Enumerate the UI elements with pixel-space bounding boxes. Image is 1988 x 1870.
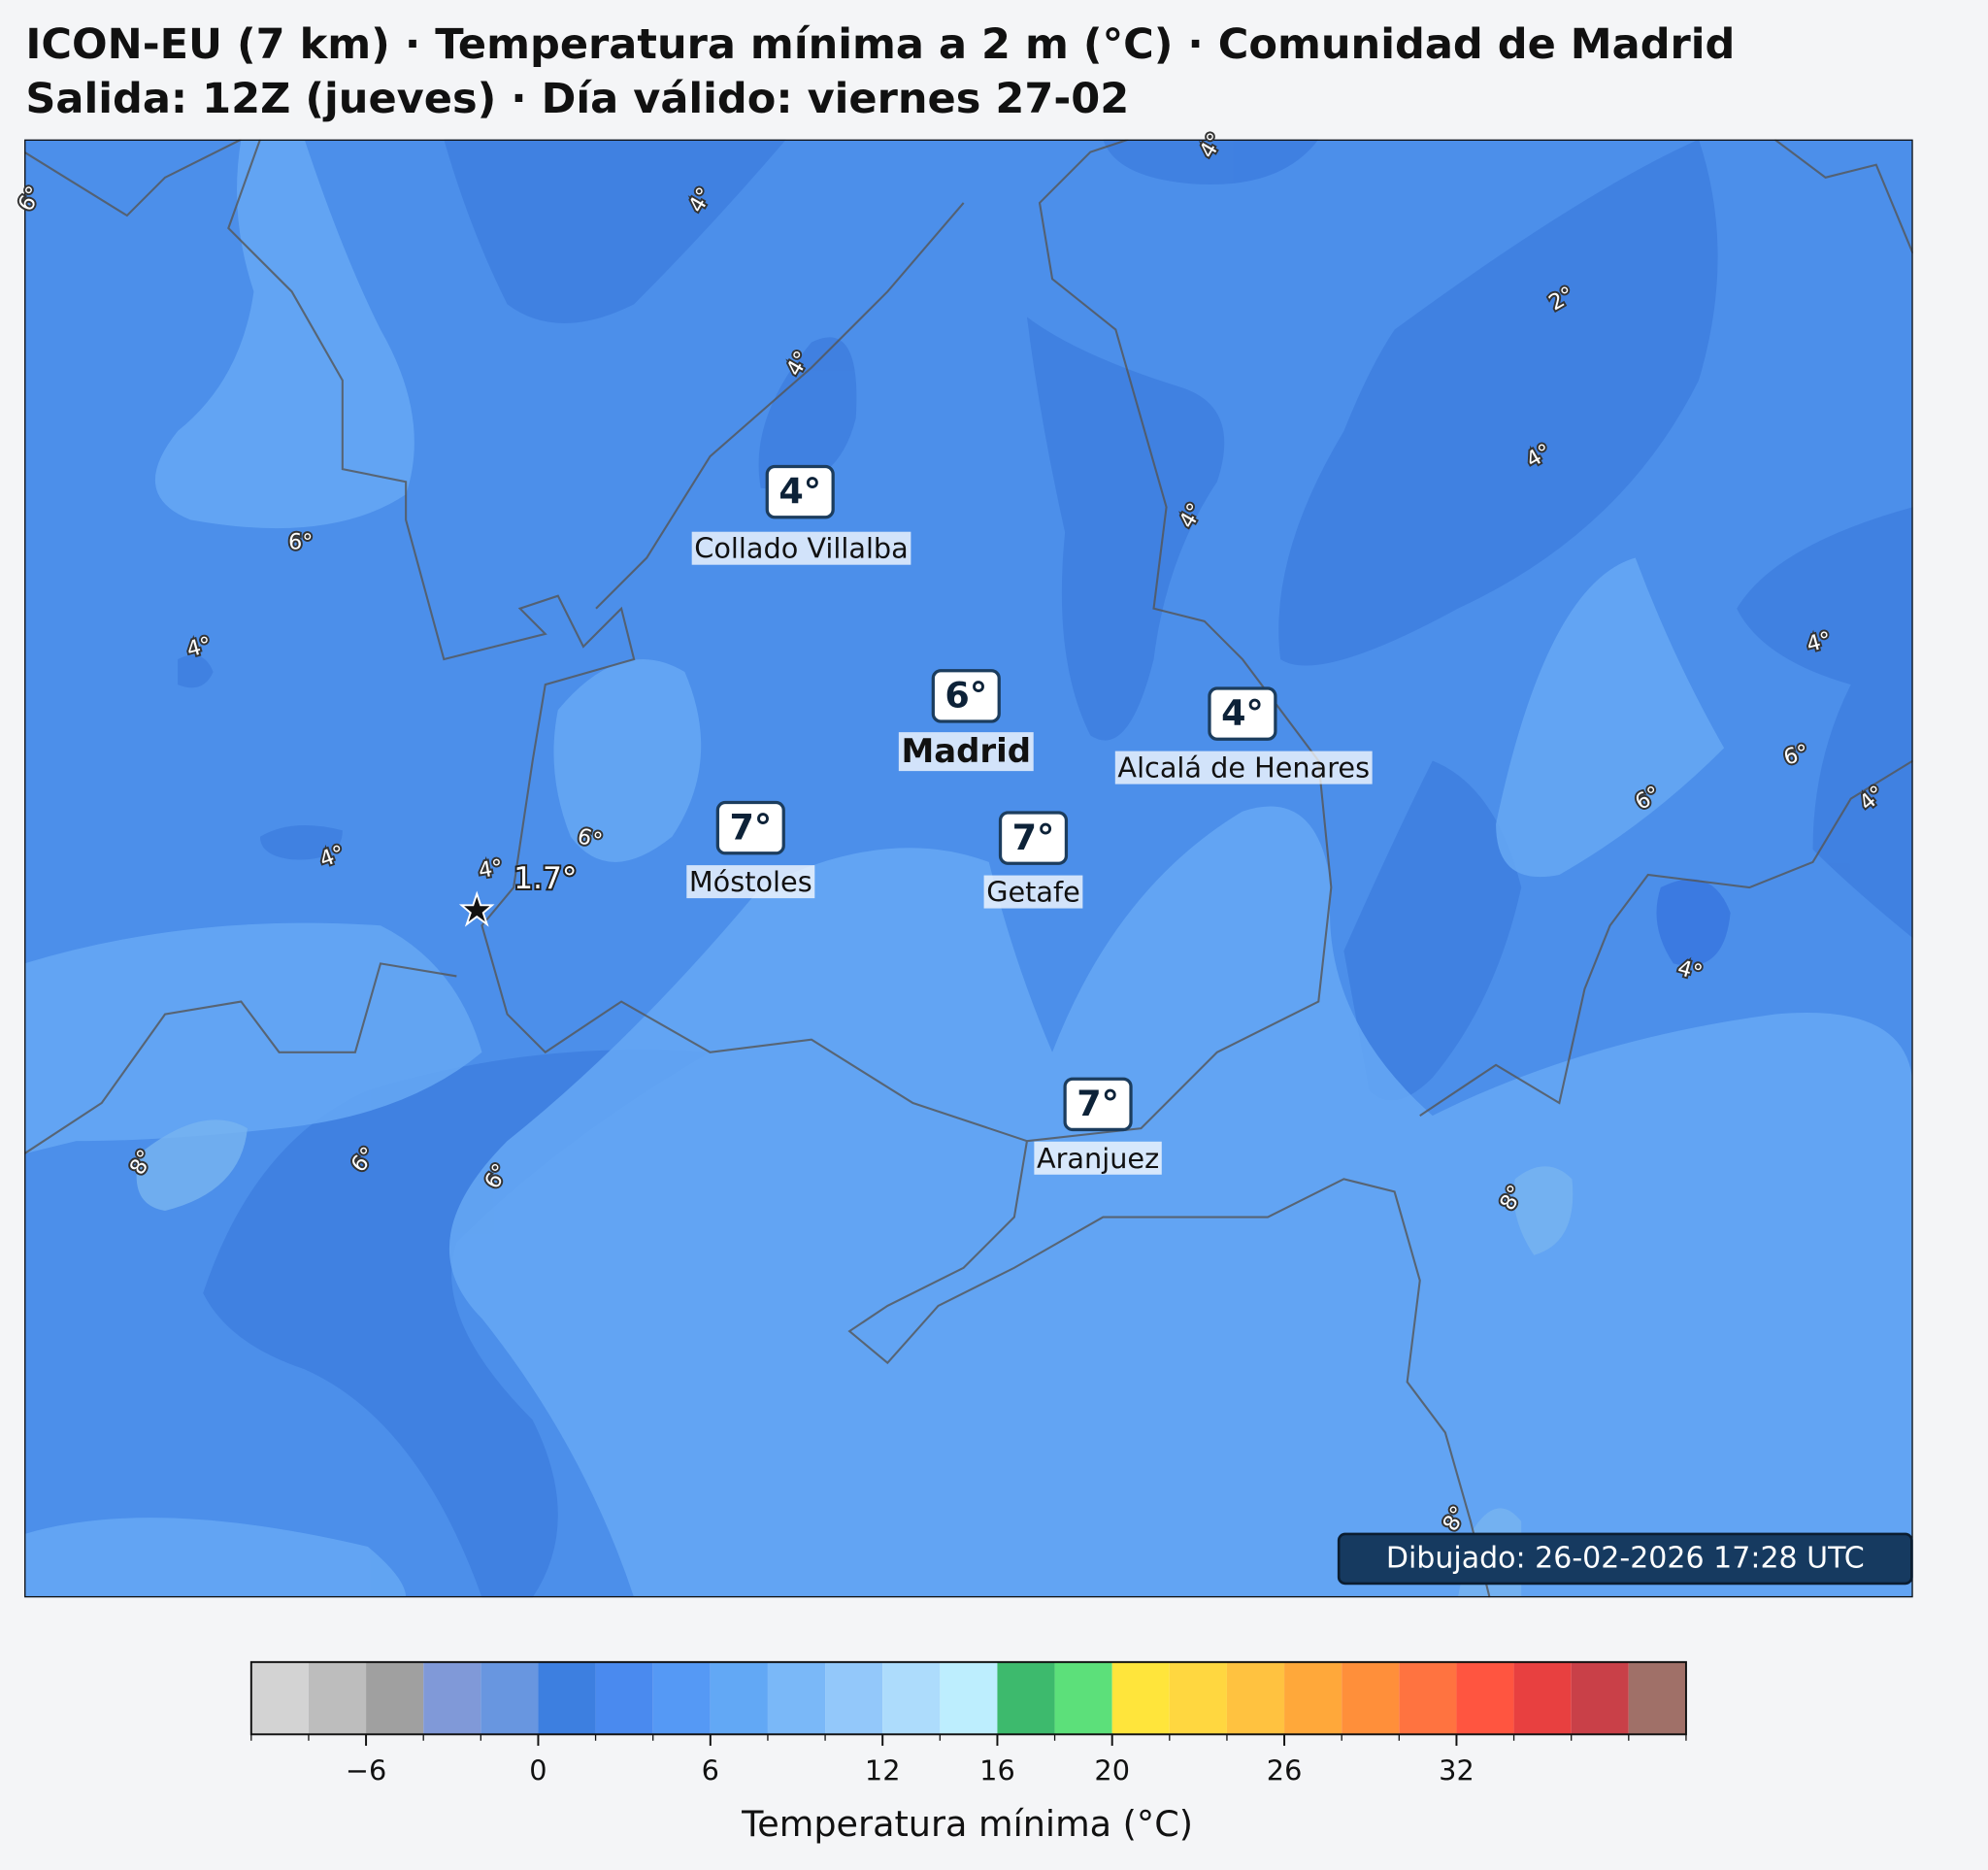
footer: Dibujado: 26-02-2026 17:28 UTC	[1386, 1542, 1865, 1576]
value-box	[998, 811, 1069, 865]
value-box	[931, 669, 1001, 723]
city-name: Madrid	[901, 732, 1031, 771]
colorbar-bin	[1571, 1661, 1629, 1735]
city-value: 7°	[1077, 1083, 1119, 1124]
colorbar-bin	[423, 1661, 481, 1735]
colorbar-bin	[308, 1661, 367, 1735]
colorbar-bin	[940, 1661, 998, 1735]
city-value: 4°	[779, 470, 821, 512]
city-name-bg	[1114, 751, 1373, 785]
colorbar-bin	[1226, 1661, 1285, 1735]
colorbar-tick-label: 20	[1094, 1753, 1130, 1787]
contour-label: 6°	[288, 529, 313, 554]
colorbar-bin	[1111, 1661, 1170, 1735]
city-name: Aranjuez	[1037, 1142, 1159, 1175]
map	[24, 139, 1913, 1598]
colorbar-bin	[1342, 1661, 1400, 1735]
colorbar-tick-label: −6	[346, 1753, 386, 1787]
city-name-bg	[691, 531, 911, 565]
city-value: 4°	[1221, 692, 1264, 734]
colorbar-bin	[1284, 1661, 1342, 1735]
minimum-label: 1.7°	[514, 861, 578, 896]
colorbar-bin	[1169, 1661, 1227, 1735]
title: ICON-EU (7 km) · Temperatura mínima a 2 …	[25, 20, 1735, 69]
colorbar-bin	[250, 1661, 309, 1735]
colorbar-bin	[1456, 1661, 1514, 1735]
colorbar-tick-label: 26	[1267, 1753, 1303, 1787]
colorbar-tick-label: 6	[702, 1753, 719, 1787]
colorbar-tick-label: 16	[979, 1753, 1015, 1787]
subtitle: Salida: 12Z (jueves) · Día válido: viern…	[25, 75, 1129, 123]
colorbar-bin	[825, 1661, 883, 1735]
minimum-marker	[458, 890, 495, 927]
contour-label: 4°	[477, 854, 505, 884]
value-box	[765, 464, 835, 519]
value-box	[715, 800, 785, 855]
colorbar-bin	[1054, 1661, 1112, 1735]
city-name-bg	[686, 865, 815, 899]
footer-box	[1337, 1532, 1913, 1586]
colorbar-frame	[249, 1660, 1687, 1736]
colorbar-bin	[1513, 1661, 1572, 1735]
colorbar-tick-label: 0	[529, 1753, 547, 1787]
colorbar-bin	[882, 1661, 941, 1735]
city-value: 7°	[729, 806, 772, 848]
city-name-bg	[1034, 1141, 1162, 1175]
city-name: Collado Villalba	[694, 532, 908, 565]
colorbar-tick-label: 32	[1439, 1753, 1474, 1787]
city-value: 6°	[944, 675, 987, 717]
colorbar-bin	[366, 1661, 424, 1735]
colorbar-tick-label: 12	[865, 1753, 901, 1787]
value-box	[1063, 1077, 1133, 1132]
colorbar-bin	[1628, 1661, 1686, 1735]
colorbar-bin	[538, 1661, 596, 1735]
city-value: 7°	[1012, 817, 1055, 858]
colorbar-bin	[480, 1661, 539, 1735]
colorbar-bin	[710, 1661, 768, 1735]
colorbar-bin	[1399, 1661, 1457, 1735]
value-box	[1208, 686, 1277, 741]
colorbar-label: Temperatura mínima (°C)	[741, 1803, 1193, 1845]
city-name: Móstoles	[689, 865, 812, 898]
city-name-bg	[983, 875, 1083, 909]
colorbar-bin	[997, 1661, 1055, 1735]
city-name: Alcalá de Henares	[1117, 751, 1370, 785]
colorbar-bin	[652, 1661, 711, 1735]
colorbar-bin	[595, 1661, 653, 1735]
city-name: Getafe	[986, 876, 1080, 909]
city-name-bg	[898, 732, 1034, 772]
colorbar-bin	[767, 1661, 826, 1735]
